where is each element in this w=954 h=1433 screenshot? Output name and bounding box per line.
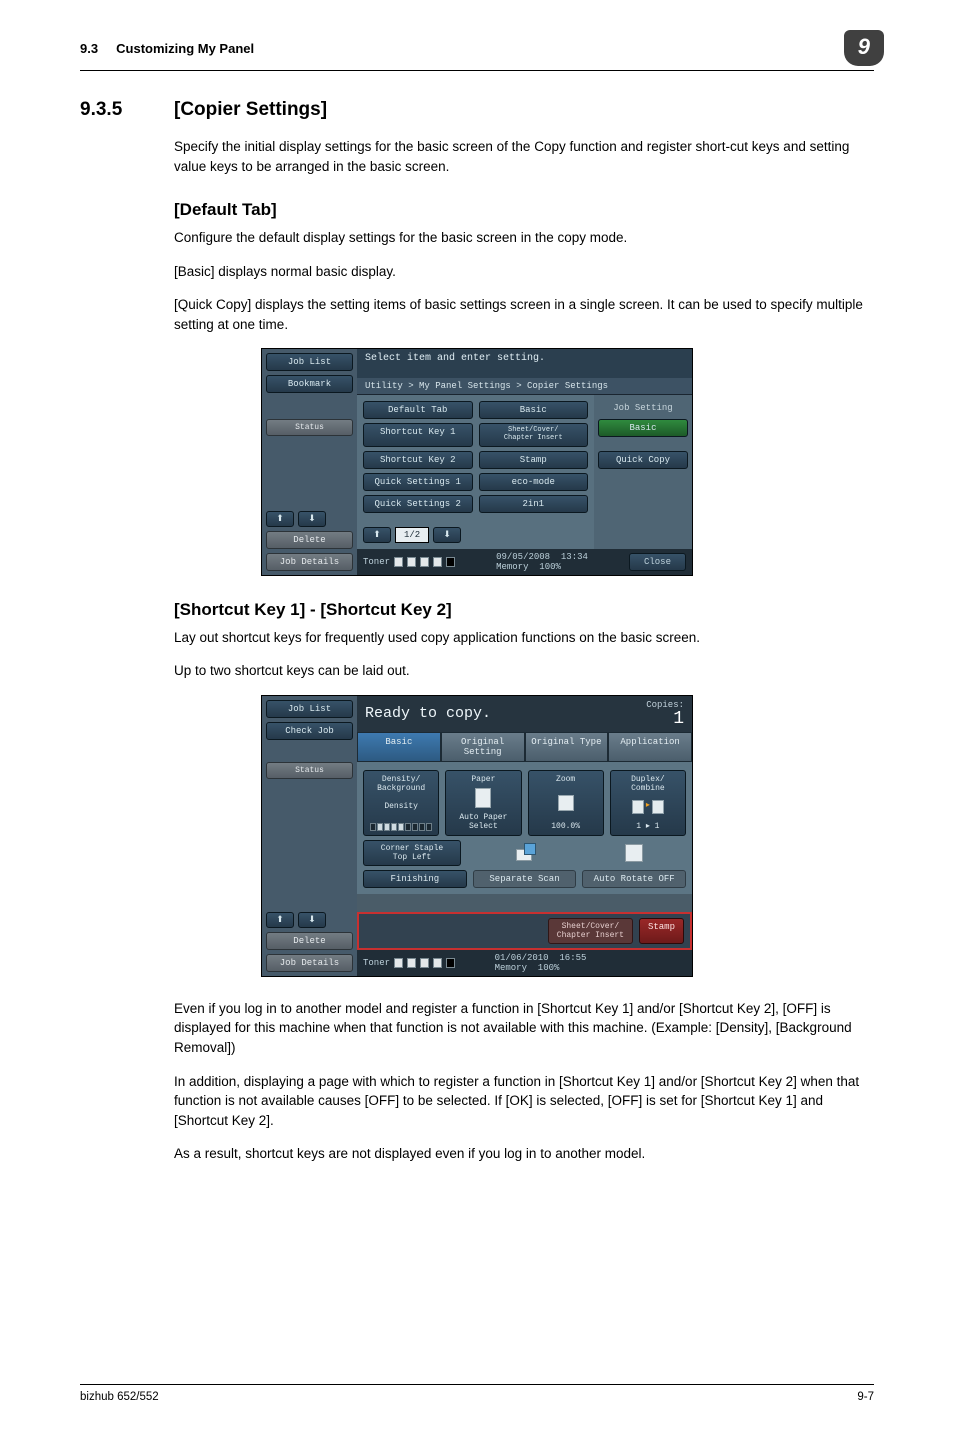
- opt-sheet-cover[interactable]: Sheet/Cover/ Chapter Insert: [479, 423, 589, 446]
- section-number: 9.3.5: [80, 99, 150, 121]
- job-setting-label: Job Setting: [598, 401, 688, 415]
- default-tab-title: [Default Tab]: [174, 200, 874, 220]
- default-tab-p2: [Basic] displays normal basic display.: [174, 262, 874, 282]
- page-header: 9.3 Customizing My Panel 9: [80, 30, 874, 71]
- up-arrow-button[interactable]: ⬆: [266, 511, 294, 527]
- opt-basic[interactable]: Basic: [479, 401, 589, 419]
- tab-original-setting[interactable]: Original Setting: [441, 732, 525, 762]
- card-zoom[interactable]: Zoom 100.0%: [528, 770, 604, 836]
- default-tab-p1: Configure the default display settings f…: [174, 228, 874, 248]
- instruction-bar: Select item and enter setting.: [357, 349, 692, 368]
- zoom-icon: [558, 795, 574, 811]
- toner-label: Toner: [363, 557, 390, 567]
- page-down-button[interactable]: ⬇: [433, 527, 461, 543]
- toner-indicator: Toner: [363, 557, 455, 567]
- page-footer: bizhub 652/552 9-7: [80, 1384, 874, 1403]
- footer-right: 9-7: [857, 1391, 874, 1403]
- card-duplex[interactable]: Duplex/ Combine ▸ 1 ▸ 1: [610, 770, 686, 836]
- job-list-button-2[interactable]: Job List: [266, 700, 353, 718]
- opt-eco[interactable]: eco-mode: [479, 473, 589, 491]
- status-date-mem-2: 01/06/2010 16:55 Memory 100%: [495, 953, 587, 973]
- note-p3: As a result, shortcut keys are not displ…: [174, 1144, 874, 1164]
- close-button[interactable]: Close: [629, 553, 686, 571]
- breadcrumb: Utility > My Panel Settings > Copier Set…: [357, 378, 692, 395]
- opt-default-tab[interactable]: Default Tab: [363, 401, 473, 419]
- opt-2in1[interactable]: 2in1: [479, 495, 589, 513]
- corner-staple-button[interactable]: Corner Staple Top Left: [363, 840, 461, 866]
- footer-left: bizhub 652/552: [80, 1391, 159, 1403]
- header-left: 9.3 Customizing My Panel: [80, 41, 254, 56]
- opt-quick2[interactable]: Quick Settings 2: [363, 495, 473, 513]
- delete-button[interactable]: Delete: [266, 531, 353, 549]
- basic-button[interactable]: Basic: [598, 419, 688, 437]
- sheet-cover-button[interactable]: Sheet/Cover/ Chapter Insert: [548, 918, 633, 944]
- note-p2: In addition, displaying a page with whic…: [174, 1072, 874, 1131]
- tab-basic[interactable]: Basic: [357, 732, 441, 762]
- bookmark-button[interactable]: Bookmark: [266, 375, 353, 393]
- job-details-button[interactable]: Job Details: [266, 553, 353, 571]
- section-title: [Copier Settings]: [174, 99, 327, 121]
- tab-original-type[interactable]: Original Type: [525, 732, 609, 762]
- tab-application[interactable]: Application: [608, 732, 692, 762]
- shortcut-p2: Up to two shortcut keys can be laid out.: [174, 661, 874, 681]
- card-paper[interactable]: Paper Auto Paper Select: [445, 770, 521, 836]
- copies-block: Copies: 1: [646, 700, 684, 728]
- density-bar-icon: [366, 823, 436, 831]
- auto-rotate-button[interactable]: Auto Rotate OFF: [582, 870, 686, 888]
- note-p1: Even if you log in to another model and …: [174, 999, 874, 1058]
- quick-copy-button[interactable]: Quick Copy: [598, 451, 688, 469]
- card-density[interactable]: Density/ Background Density: [363, 770, 439, 836]
- status-button-2[interactable]: Status: [266, 762, 353, 779]
- separate-scan-button[interactable]: Separate Scan: [473, 870, 577, 888]
- up-arrow-button-2[interactable]: ⬆: [266, 912, 294, 928]
- job-details-button-2[interactable]: Job Details: [266, 954, 353, 972]
- section-title-top: Customizing My Panel: [116, 41, 254, 56]
- staple-icon: [510, 843, 540, 863]
- intro-para: Specify the initial display settings for…: [174, 137, 874, 176]
- stamp-button[interactable]: Stamp: [639, 918, 684, 944]
- default-tab-p3: [Quick Copy] displays the setting items …: [174, 295, 874, 334]
- section-ref: 9.3: [80, 41, 98, 56]
- screenshot-copier-settings: Job List Bookmark Status ⬆ ⬇ Delete Job …: [261, 348, 693, 575]
- page-up-button[interactable]: ⬆: [363, 527, 391, 543]
- blank-icon: [625, 844, 643, 862]
- down-arrow-button[interactable]: ⬇: [298, 511, 326, 527]
- shortcut-p1: Lay out shortcut keys for frequently use…: [174, 628, 874, 648]
- job-list-button[interactable]: Job List: [266, 353, 353, 371]
- down-arrow-button-2[interactable]: ⬇: [298, 912, 326, 928]
- opt-stamp[interactable]: Stamp: [479, 451, 589, 469]
- finishing-button[interactable]: Finishing: [363, 870, 467, 888]
- page-indicator: 1/2: [395, 527, 429, 543]
- delete-button-2[interactable]: Delete: [266, 932, 353, 950]
- ready-title: Ready to copy.: [365, 705, 491, 722]
- chapter-tab: 9: [844, 30, 884, 66]
- status-button[interactable]: Status: [266, 419, 353, 436]
- status-date-mem: 09/05/2008 13:34 Memory 100%: [496, 552, 588, 572]
- screenshot-ready-to-copy: Job List Check Job Status ⬆ ⬇ Delete Job…: [261, 695, 693, 977]
- opt-shortcut2[interactable]: Shortcut Key 2: [363, 451, 473, 469]
- toner-indicator-2: Toner: [363, 958, 455, 968]
- check-job-button[interactable]: Check Job: [266, 722, 353, 740]
- paper-icon: [475, 788, 491, 808]
- opt-shortcut1[interactable]: Shortcut Key 1: [363, 423, 473, 446]
- opt-quick1[interactable]: Quick Settings 1: [363, 473, 473, 491]
- duplex-icon: ▸: [613, 800, 683, 814]
- shortcut-title: [Shortcut Key 1] - [Shortcut Key 2]: [174, 600, 874, 620]
